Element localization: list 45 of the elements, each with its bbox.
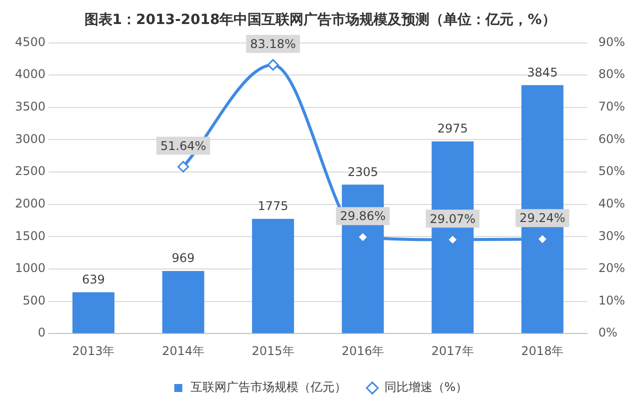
- data-label: 2305: [348, 164, 378, 179]
- data-label: 1775: [258, 199, 288, 214]
- chart-title: 图表1：2013-2018年中国互联网广告市场规模及预测（单位：亿元，%）: [84, 11, 556, 28]
- y-tick-label: 1500: [14, 228, 46, 243]
- y-tick-label: 2000: [14, 196, 46, 210]
- point: [177, 160, 189, 172]
- data-label: 83.18%: [250, 36, 296, 51]
- data-label: 29.07%: [430, 212, 476, 226]
- data-label: 969: [172, 251, 195, 266]
- y2-tick-label: 90%: [598, 34, 625, 49]
- y-tick-label: 2500: [14, 164, 46, 178]
- y2-tick-label: 30%: [598, 228, 625, 243]
- data-label: 29.24%: [520, 211, 566, 226]
- data-label: 29.86%: [340, 209, 386, 224]
- data-label: 3845: [527, 65, 558, 80]
- y-tick-label: 3000: [14, 132, 46, 146]
- legend-label: 互联网广告市场规模（亿元）: [190, 380, 346, 394]
- y2-tick-label: 10%: [598, 293, 625, 308]
- bar: [72, 292, 114, 334]
- legend-label: 同比增速（%）: [384, 380, 468, 394]
- y-tick-label: 0: [38, 326, 46, 340]
- y2-tick-label: 0%: [598, 326, 618, 340]
- x-tick-label: 2014年: [162, 344, 205, 358]
- y2-tick-label: 20%: [598, 261, 625, 276]
- y2-tick-label: 50%: [598, 164, 625, 178]
- y-tick-label: 3500: [14, 100, 46, 114]
- y2-tick-label: 40%: [598, 196, 625, 210]
- data-label: 2975: [437, 121, 468, 136]
- data-label: 639: [82, 272, 105, 286]
- point: [267, 59, 279, 71]
- bar: [252, 218, 294, 334]
- y-tick-label: 4000: [14, 67, 46, 82]
- data-label: 51.64%: [160, 138, 206, 153]
- y-tick-label: 500: [22, 293, 46, 308]
- x-tick-label: 2013年: [72, 344, 115, 358]
- y2-tick-label: 80%: [598, 67, 625, 82]
- y2-tick-label: 70%: [598, 100, 625, 114]
- x-tick-label: 2016年: [342, 344, 384, 358]
- x-tick-label: 2018年: [521, 344, 564, 358]
- x-tick-label: 2017年: [431, 344, 474, 358]
- y-tick-label: 1000: [14, 261, 46, 276]
- x-tick-label: 2015年: [252, 344, 294, 358]
- bar: [162, 270, 204, 334]
- y2-tick-label: 60%: [598, 132, 625, 146]
- y-tick-label: 4500: [14, 34, 46, 49]
